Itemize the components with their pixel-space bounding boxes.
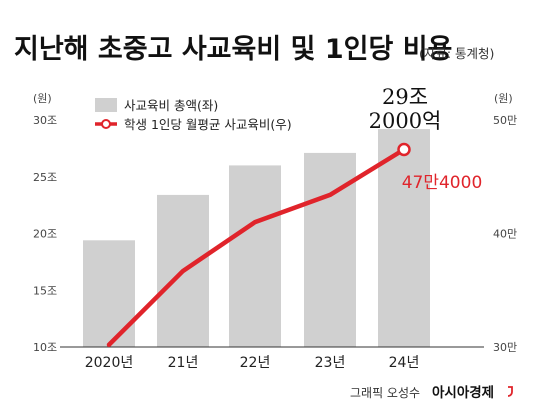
- bar: [83, 240, 135, 347]
- bar-annotation-line2: 2000억: [369, 109, 442, 133]
- left-tick-label: 15조: [33, 284, 57, 297]
- x-tick-label: 24년: [389, 355, 420, 371]
- chart-source: (자료: 통계청): [419, 46, 494, 61]
- left-tick-label: 20조: [33, 228, 57, 241]
- right-tick-label: 40만: [493, 228, 517, 241]
- bar: [229, 165, 281, 347]
- line-annotation: 47만4000: [402, 173, 483, 193]
- legend-bar-label: 사교육비 총액(좌): [124, 98, 218, 113]
- credit-text: 그래픽 오성수: [350, 386, 420, 400]
- x-tick-label: 21년: [168, 355, 199, 371]
- line-series: [106, 142, 411, 347]
- x-tick-label: 22년: [240, 355, 271, 371]
- line-end-marker: [397, 142, 411, 157]
- line-path: [106, 147, 407, 347]
- legend: 사교육비 총액(좌) 학생 1인당 월평균 사교육비(우): [95, 98, 292, 132]
- brand-logo-text: 아시아경제: [432, 384, 494, 401]
- legend-bar-swatch: [95, 98, 117, 112]
- right-axis-unit: (원): [494, 92, 513, 105]
- left-tick-label: 10조: [33, 341, 57, 354]
- bar-series: [83, 129, 430, 347]
- left-axis-ticks: 10조 15조 20조 25조 30조: [33, 114, 57, 354]
- right-axis-ticks: 30만 40만 50만: [493, 114, 517, 354]
- bar-annotation-line1: 29조: [382, 85, 428, 109]
- right-tick-label: 30만: [493, 341, 517, 354]
- x-axis-ticks: 2020년 21년 22년 23년 24년: [85, 355, 420, 371]
- right-tick-label: 50만: [493, 114, 517, 127]
- left-axis-unit: (원): [33, 92, 52, 105]
- bar: [378, 129, 430, 347]
- chart-title: 지난해 초중고 사교육비 및 1인당 비용: [14, 34, 452, 65]
- left-tick-label: 30조: [33, 114, 57, 127]
- legend-line-label: 학생 1인당 월평균 사교육비(우): [124, 117, 292, 132]
- brand-mark-icon: [507, 386, 513, 397]
- left-tick-label: 25조: [33, 171, 57, 184]
- x-tick-label: 23년: [315, 355, 346, 371]
- legend-line-marker: [101, 119, 111, 129]
- x-tick-label: 2020년: [85, 355, 134, 371]
